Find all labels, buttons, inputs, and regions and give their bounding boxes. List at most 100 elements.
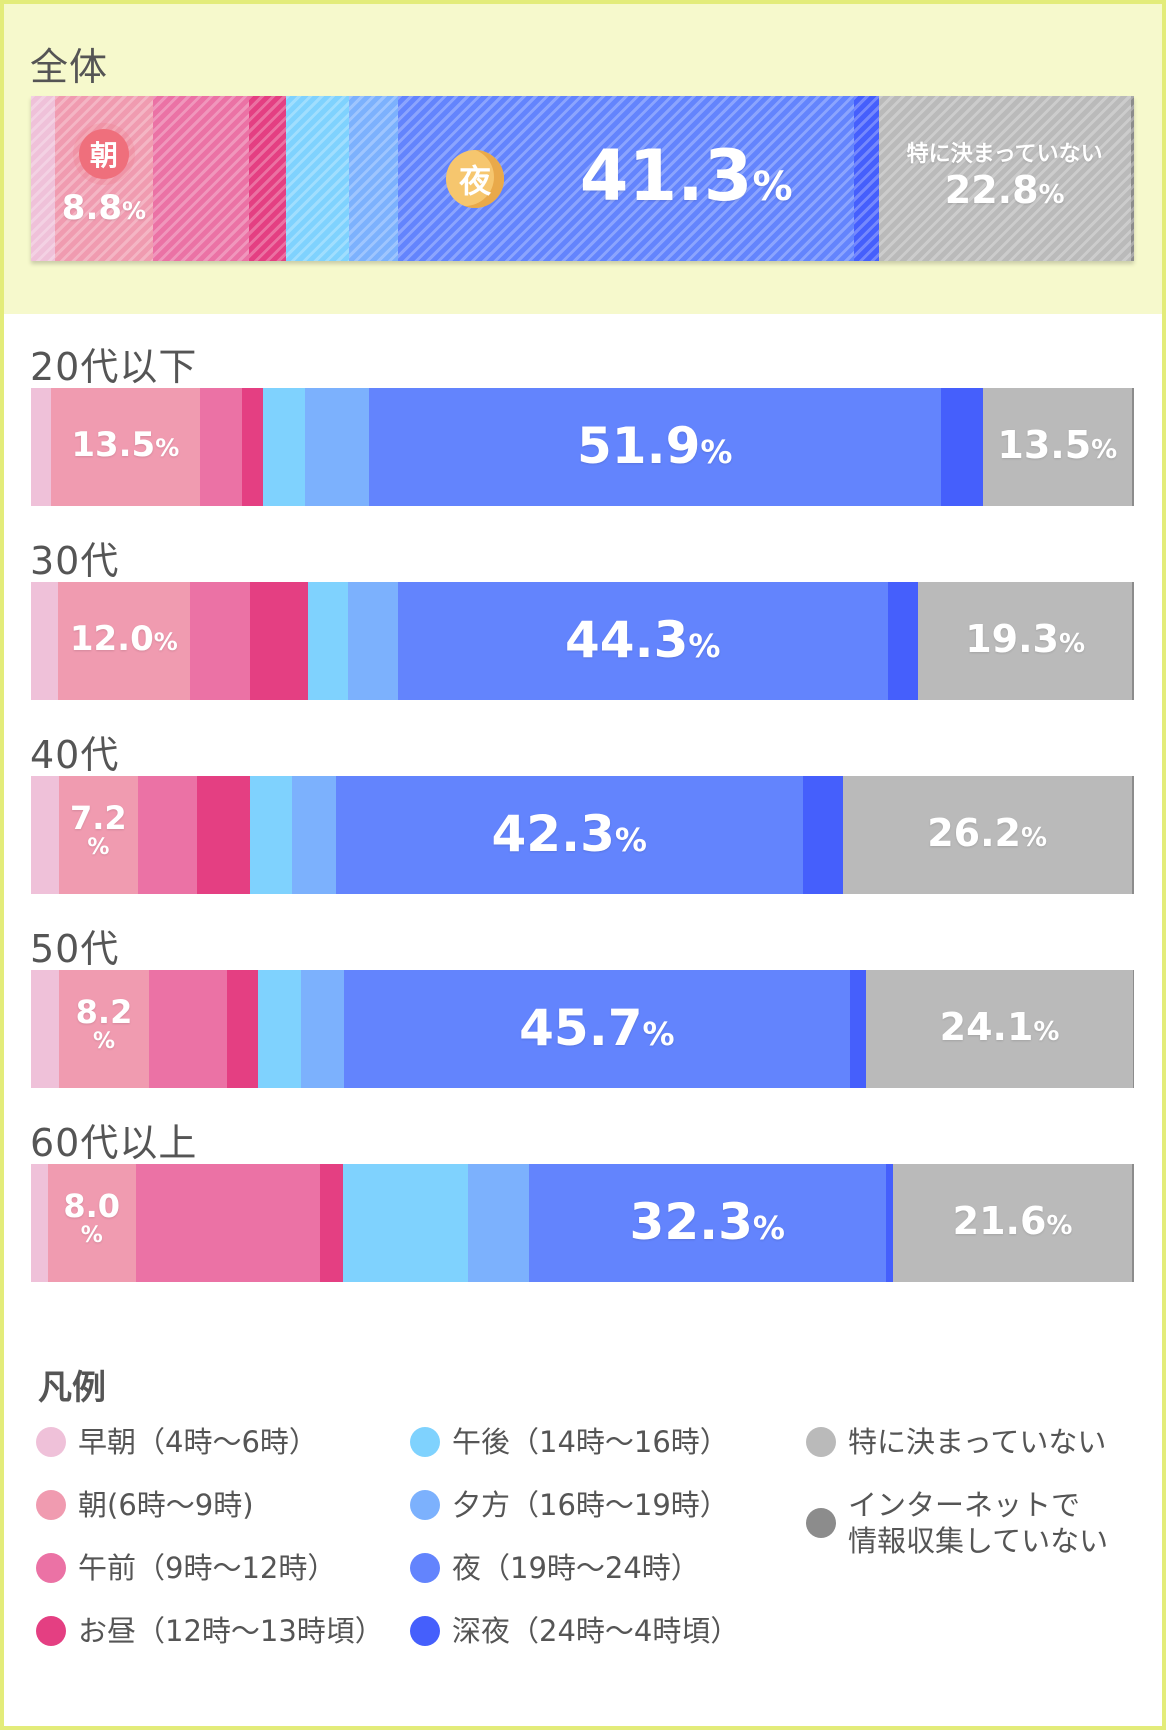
data-label-unit: % bbox=[700, 433, 733, 471]
legend-swatch bbox=[410, 1553, 440, 1584]
night-moon-icon: 夜 bbox=[446, 149, 505, 208]
data-label-unit: % bbox=[1033, 1017, 1060, 1047]
bar-segment-noon bbox=[248, 96, 287, 261]
bar-segment-late-night bbox=[887, 582, 920, 700]
bar-segment-unset bbox=[866, 970, 1134, 1088]
data-label-unit: % bbox=[153, 628, 178, 656]
legend-item-unset: 特に決まっていない bbox=[806, 1424, 1106, 1460]
bar-segment-forenoon bbox=[190, 582, 251, 700]
data-label-value: 13.5 bbox=[71, 425, 156, 465]
data-label-unit: % bbox=[92, 1028, 116, 1054]
bar-segment-forenoon bbox=[135, 1164, 321, 1282]
data-label-value: 24.1 bbox=[939, 1005, 1034, 1049]
data-label-night: 45.7% bbox=[344, 999, 850, 1057]
bar-segment-night bbox=[397, 582, 889, 700]
bar-segment-late-night bbox=[849, 970, 867, 1088]
data-label-unit: % bbox=[155, 434, 180, 462]
data-label-night: 32.3% bbox=[529, 1193, 886, 1251]
legend-item-afternoon: 午後（14時〜16時） bbox=[410, 1424, 729, 1460]
legend-swatch bbox=[36, 1427, 66, 1458]
bar-segment-evening bbox=[291, 776, 337, 894]
data-label-unset: 13.5% bbox=[983, 423, 1132, 467]
bar-segment-early-morning bbox=[31, 96, 56, 261]
data-label-value: 44.3 bbox=[565, 611, 689, 669]
bar-segment-unset bbox=[842, 776, 1133, 894]
data-label-morning: 7.2% bbox=[59, 801, 138, 858]
legend-swatch bbox=[410, 1490, 440, 1521]
legend-label: 午前（9時〜12時） bbox=[78, 1551, 337, 1585]
data-label-value: 26.2 bbox=[927, 811, 1021, 855]
bar-segment-evening bbox=[348, 582, 399, 700]
bar-segment-unset bbox=[878, 96, 1132, 261]
data-label-morning: 13.5% bbox=[51, 425, 200, 465]
legend-swatch bbox=[36, 1616, 66, 1647]
data-label-value: 41.3 bbox=[579, 134, 753, 217]
bar-segment-late-night bbox=[885, 1164, 894, 1282]
bar-segment-no-internet bbox=[1131, 388, 1134, 506]
legend-label: インターネットで 情報収集していない bbox=[848, 1487, 1108, 1560]
legend-label: 深夜（24時〜4時頃） bbox=[452, 1614, 740, 1648]
bar-segment-no-internet bbox=[1132, 970, 1134, 1088]
bar-segment-evening bbox=[300, 970, 345, 1088]
legend-label-line: インターネットで bbox=[848, 1488, 1081, 1522]
legend-label: 夕方（16時〜19時） bbox=[452, 1488, 729, 1522]
bar-segment-evening bbox=[468, 1164, 530, 1282]
data-label-morning: 8.8% bbox=[55, 188, 152, 228]
stacked-bar: 8.0% 32.3% 21.6% bbox=[31, 1164, 1134, 1282]
legend-item-late-night: 深夜（24時〜4時頃） bbox=[410, 1613, 739, 1649]
row-label: 20代以下 bbox=[30, 345, 198, 389]
stacked-bar: 8.2% 45.7% 24.1% bbox=[31, 970, 1134, 1088]
bar-segment-no-internet bbox=[1130, 96, 1134, 261]
row-label: 50代 bbox=[30, 927, 120, 971]
data-label-night: 44.3% bbox=[398, 611, 888, 669]
bar-segment-forenoon bbox=[199, 388, 243, 506]
data-label-night: 51.9% bbox=[369, 417, 941, 475]
data-label-value: 12.0 bbox=[69, 619, 154, 659]
bar-segment-afternoon bbox=[257, 970, 302, 1088]
bar-segment-morning bbox=[57, 582, 191, 700]
bar-segment-afternoon bbox=[249, 776, 293, 894]
bar-segment-late-night bbox=[802, 776, 844, 894]
stacked-bar: 7.2% 42.3% 26.2% bbox=[31, 776, 1134, 894]
bar-segment-afternoon bbox=[286, 96, 350, 261]
data-label-unset: 19.3% bbox=[918, 617, 1131, 661]
legend-item-morning: 朝(6時〜9時) bbox=[36, 1487, 254, 1523]
morning-sun-icon: 朝 bbox=[78, 129, 129, 179]
data-label-unset: 21.6% bbox=[893, 1199, 1131, 1243]
data-label-unset: 24.1% bbox=[866, 1005, 1133, 1049]
bar-segment-early-morning bbox=[31, 970, 60, 1088]
bar-segment-noon bbox=[320, 1164, 345, 1282]
bar-segment-noon bbox=[241, 388, 264, 506]
data-label-unit: % bbox=[1058, 629, 1086, 659]
data-label-value: 45.7 bbox=[519, 999, 643, 1057]
legend-label: 午後（14時〜16時） bbox=[452, 1425, 729, 1459]
legend-item-noon: お昼（12時〜13時頃） bbox=[36, 1613, 384, 1649]
bar-segment-no-internet bbox=[1131, 582, 1134, 700]
legend-item-night: 夜（19時〜24時） bbox=[410, 1550, 700, 1586]
row-label: 40代 bbox=[30, 733, 120, 777]
legend-label: 夜（19時〜24時） bbox=[452, 1551, 700, 1585]
row-label: 60代以上 bbox=[30, 1121, 198, 1165]
data-label-value: 22.8 bbox=[944, 167, 1039, 212]
legend-swatch bbox=[36, 1490, 66, 1521]
bar-segment-unset bbox=[982, 388, 1133, 506]
bar-segment-early-morning bbox=[31, 582, 59, 700]
data-label-morning: 8.0% bbox=[48, 1189, 136, 1246]
data-label-night: 41.3% bbox=[458, 135, 914, 217]
bar-segment-forenoon bbox=[149, 970, 228, 1088]
data-label-unit: % bbox=[752, 163, 793, 210]
data-label-unit: % bbox=[1021, 823, 1048, 853]
legend-label: 朝(6時〜9時) bbox=[78, 1488, 254, 1522]
legend-item-evening: 夕方（16時〜19時） bbox=[410, 1487, 729, 1523]
data-label-unit: % bbox=[1038, 179, 1065, 210]
bar-segment-morning bbox=[47, 1164, 137, 1282]
legend-item-no-internet: インターネットで 情報収集していない bbox=[806, 1487, 1108, 1560]
bar-segment-late-night bbox=[940, 388, 984, 506]
legend-swatch bbox=[410, 1616, 440, 1647]
bar-segment-evening bbox=[349, 96, 399, 261]
data-label-unit: % bbox=[1046, 1211, 1073, 1241]
legend-item-early-morning: 早朝（4時〜6時） bbox=[36, 1424, 318, 1460]
unset-category-text: 特に決まっていない bbox=[906, 141, 1103, 167]
bar-segment-forenoon bbox=[138, 776, 198, 894]
